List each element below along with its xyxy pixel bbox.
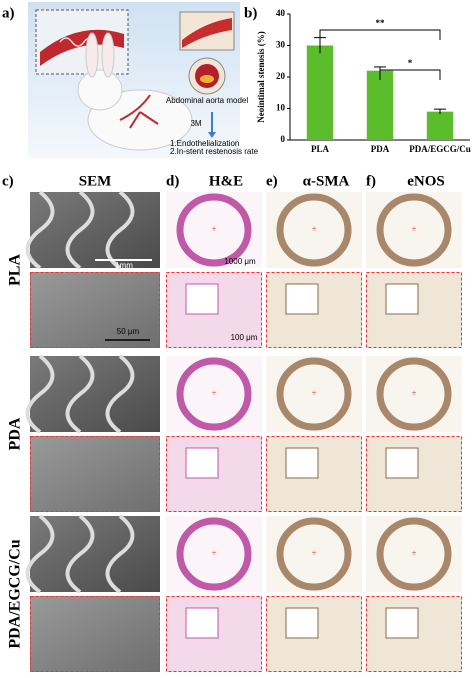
panel-label: f): [366, 173, 376, 189]
bar: [426, 111, 454, 140]
vessel-ring: [176, 517, 252, 591]
stent-strut: [65, 354, 95, 434]
sem-image: [30, 272, 160, 348]
stent-strut: [25, 190, 55, 270]
row-label: PDA: [7, 417, 24, 450]
panel-a-text: 1.Endothelialization: [170, 139, 239, 148]
panel-a-text: Abdominal aorta model: [166, 96, 248, 105]
bar: [366, 70, 394, 140]
center-mark: +: [411, 548, 416, 558]
zoom-frame: [166, 596, 262, 672]
stent-strut: [25, 514, 55, 594]
panel-label: c): [2, 173, 14, 189]
stent-strut: [65, 514, 95, 594]
vessel-ring: [276, 193, 352, 267]
panel-label: d): [166, 173, 179, 189]
vessel-ring: [376, 517, 452, 591]
zoom-frame: [166, 436, 262, 512]
zoom-frame: [266, 596, 362, 672]
vessel: [40, 29, 124, 67]
scale-label: 1000 μm: [224, 257, 256, 266]
rabbit-vessels: [119, 94, 159, 129]
x-tick-label: PLA: [311, 144, 330, 154]
y-tick-label: 40: [276, 8, 286, 18]
significance-label: *: [408, 58, 413, 68]
panel-a-text: 2.In-stent restenosis rate: [170, 147, 259, 156]
vessel-ring: [276, 517, 352, 591]
stent-strut: [105, 514, 135, 594]
strut-void: [285, 447, 319, 479]
bar: [306, 45, 334, 140]
zoom-frame: [30, 436, 160, 512]
column-title: eNOS: [407, 173, 445, 189]
center-mark: +: [311, 388, 316, 398]
scale-label: 100 μm: [231, 333, 258, 342]
strut-void: [285, 607, 319, 639]
center-mark: +: [311, 224, 316, 234]
column-title: SEM: [79, 173, 112, 189]
rabbit-ear: [85, 32, 99, 78]
row-label: PDA/EGCG/Cu: [7, 539, 24, 648]
strut-void: [385, 447, 419, 479]
column-title: H&E: [209, 173, 243, 189]
zoom-frame: [366, 596, 462, 672]
y-tick-label: 30: [276, 40, 286, 50]
center-mark: +: [211, 548, 216, 558]
center-mark: +: [411, 388, 416, 398]
rabbit-head: [77, 69, 123, 111]
strut-void: [385, 283, 419, 315]
strut-void: [285, 283, 319, 315]
scale-label: 1mm: [115, 261, 133, 270]
y-tick-label: 0: [281, 134, 286, 144]
stent-strut: [65, 190, 95, 270]
vessel-ring: [176, 357, 252, 431]
y-tick-label: 10: [276, 103, 286, 113]
zoom-frame: [366, 272, 462, 348]
rabbit-ear: [101, 32, 115, 78]
stent-strut: [25, 354, 55, 434]
vessel-ring: [376, 193, 452, 267]
zoom-frame: [30, 596, 160, 672]
zoom-frame: [366, 436, 462, 512]
zoom-frame: [266, 436, 362, 512]
center-mark: +: [311, 548, 316, 558]
vessel-inset-shape: [182, 18, 232, 48]
significance-bracket: [319, 29, 441, 40]
scale-label: 50 μm: [117, 327, 140, 336]
arrow-head: [208, 132, 216, 138]
center-mark: +: [211, 224, 216, 234]
vessel-ring: [176, 193, 252, 267]
panel-label: e): [266, 173, 278, 189]
vessel-ring: [276, 357, 352, 431]
strut-void: [185, 607, 219, 639]
strut-void: [185, 283, 219, 315]
stent-strut: [105, 354, 135, 434]
significance-label: **: [376, 18, 386, 28]
sem-image: [30, 596, 160, 672]
zoom-frame: [30, 272, 160, 348]
sem-image: [30, 436, 160, 512]
zoom-frame: [166, 272, 262, 348]
x-tick-label: PDA/EGCG/Cu: [409, 144, 471, 154]
panel-label: b): [244, 5, 257, 21]
center-mark: +: [411, 224, 416, 234]
center-mark: +: [211, 388, 216, 398]
panel-label: a): [2, 5, 15, 21]
zoom-frame: [266, 272, 362, 348]
row-label: PLA: [7, 254, 24, 286]
strut-void: [385, 607, 419, 639]
vessel-ring: [376, 357, 452, 431]
significance-bracket: [379, 69, 441, 80]
panel-a-text: 3M: [190, 119, 201, 128]
y-tick-label: 20: [276, 71, 286, 81]
stent-strut: [105, 190, 135, 270]
y-axis-label: Neointimal stenosis (%): [256, 31, 266, 123]
x-tick-label: PDA: [371, 144, 390, 154]
strut-void: [185, 447, 219, 479]
cross-section-plaque: [200, 75, 214, 83]
column-title: α-SMA: [303, 173, 350, 189]
